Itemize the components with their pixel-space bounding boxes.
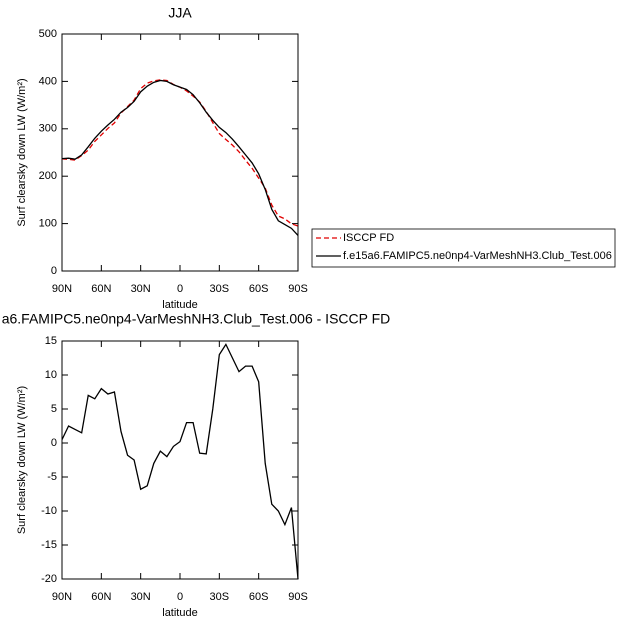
x-tick-label: 60S — [249, 591, 269, 603]
y-tick-label: 500 — [39, 28, 57, 40]
y-tick-label: -10 — [41, 505, 57, 517]
y-tick-label: -5 — [47, 471, 57, 483]
y-tick-label: 10 — [45, 369, 57, 381]
plot-frame — [61, 33, 299, 272]
x-tick-label: 60N — [91, 283, 111, 295]
x-tick-label: 0 — [177, 591, 183, 603]
x-tick-label: 60N — [91, 591, 111, 603]
y-tick-label: -15 — [41, 539, 57, 551]
x-tick-label: 60S — [249, 283, 269, 295]
y-tick-label: 0 — [51, 437, 57, 449]
y-tick-label: 300 — [39, 123, 57, 135]
x-axis-label: latitude — [162, 607, 197, 619]
plot-frame — [61, 340, 299, 580]
y-tick-label: 100 — [39, 218, 57, 230]
x-tick-label: 90S — [288, 283, 308, 295]
x-tick-label: 0 — [177, 283, 183, 295]
x-tick-label: 30S — [210, 591, 230, 603]
y-axis-label: Surf clearsky down LW (W/m²) — [16, 78, 28, 226]
y-tick-label: 0 — [51, 265, 57, 277]
chart-title: JJA — [168, 5, 192, 21]
x-tick-label: 30S — [210, 283, 230, 295]
y-tick-label: 5 — [51, 403, 57, 415]
y-axis-label: Surf clearsky down LW (W/m²) — [16, 386, 28, 534]
y-tick-label: 200 — [39, 170, 57, 182]
x-axis-label: latitude — [162, 299, 197, 311]
legend-label: f.e15a6.FAMIPC5.ne0np4-VarMeshNH3.Club_T… — [343, 250, 612, 262]
legend-label: ISCCP FD — [343, 232, 394, 244]
x-tick-label: 90S — [288, 591, 308, 603]
x-tick-label: 30N — [131, 591, 151, 603]
y-tick-label: 15 — [45, 335, 57, 347]
x-tick-label: 30N — [131, 283, 151, 295]
data-line — [61, 79, 299, 236]
x-tick-label: 90N — [52, 283, 72, 295]
x-tick-label: 90N — [52, 591, 72, 603]
data-line — [61, 79, 299, 227]
y-tick-label: 400 — [39, 75, 57, 87]
y-tick-label: -20 — [41, 573, 57, 585]
data-line — [61, 343, 299, 580]
chart-title: a6.FAMIPC5.ne0np4-VarMeshNH3.Club_Test.0… — [2, 311, 391, 327]
legend-box — [311, 228, 616, 268]
